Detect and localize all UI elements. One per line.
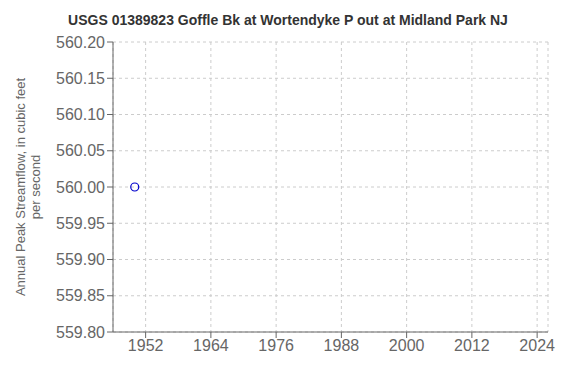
svg-text:560.20: 560.20 xyxy=(56,34,105,51)
svg-text:2012: 2012 xyxy=(454,337,490,354)
svg-text:559.80: 559.80 xyxy=(56,324,105,341)
svg-text:560.00: 560.00 xyxy=(56,179,105,196)
svg-text:1988: 1988 xyxy=(324,337,360,354)
svg-text:560.15: 560.15 xyxy=(56,70,105,87)
svg-text:559.90: 559.90 xyxy=(56,251,105,268)
svg-text:1976: 1976 xyxy=(258,337,294,354)
svg-text:560.05: 560.05 xyxy=(56,142,105,159)
svg-text:2000: 2000 xyxy=(389,337,425,354)
svg-text:Annual Peak Streamflow, in cub: Annual Peak Streamflow, in cubic feetper… xyxy=(13,77,43,296)
svg-text:1952: 1952 xyxy=(128,337,164,354)
svg-text:2024: 2024 xyxy=(519,337,555,354)
svg-text:559.85: 559.85 xyxy=(56,287,105,304)
html-text:USGS 01389823 Goffle Bk at Wor: USGS 01389823 Goffle Bk at Wortendyke P … xyxy=(68,12,508,28)
svg-text:1964: 1964 xyxy=(193,337,229,354)
svg-text:559.95: 559.95 xyxy=(56,215,105,232)
svg-text:560.10: 560.10 xyxy=(56,106,105,123)
